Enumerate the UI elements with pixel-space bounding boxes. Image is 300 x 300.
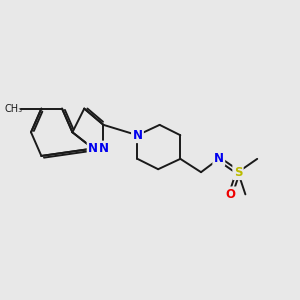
Text: O: O <box>226 188 236 201</box>
Text: N: N <box>214 152 224 165</box>
Text: N: N <box>88 142 98 155</box>
Text: CH₃: CH₃ <box>4 103 22 114</box>
Text: N: N <box>133 129 142 142</box>
Text: N: N <box>98 142 109 155</box>
Text: S: S <box>234 166 242 179</box>
